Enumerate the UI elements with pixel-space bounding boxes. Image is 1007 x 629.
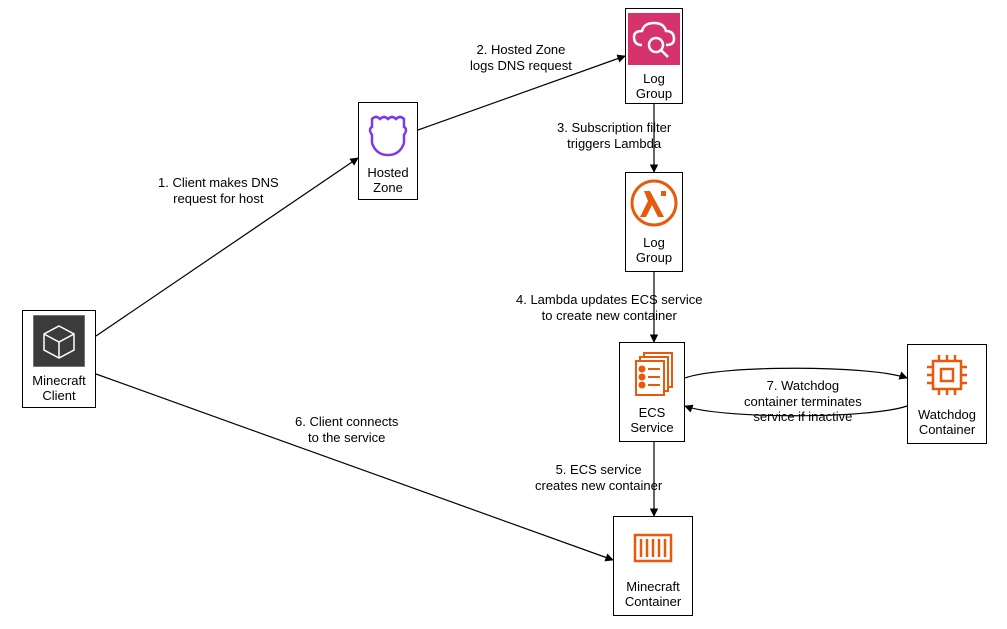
node-label: Minecraft Client	[32, 374, 85, 404]
checklist-icon	[626, 347, 678, 404]
edge-label-4: 4. Lambda updates ECS service to create …	[516, 292, 702, 323]
node-watchdog-container: Watchdog Container	[907, 344, 987, 444]
cloud-magnify-icon	[628, 13, 680, 70]
edge-label-7: 7. Watchdog container terminates service…	[744, 378, 862, 425]
edge-label-3: 3. Subscription filter triggers Lambda	[557, 120, 671, 151]
node-label: Watchdog Container	[918, 408, 976, 438]
edges-layer	[0, 0, 1007, 629]
edge-label-6: 6. Client connects to the service	[295, 414, 398, 445]
edge-label-2: 2. Hosted Zone logs DNS request	[470, 42, 572, 73]
container-icon	[627, 521, 679, 578]
lambda-icon	[628, 177, 680, 234]
edge-label-5: 5. ECS service creates new container	[535, 462, 662, 493]
node-hosted-zone: Hosted Zone	[358, 102, 418, 200]
node-ecs-service: ECS Service	[619, 342, 685, 442]
node-log-group-lambda: Log Group	[625, 172, 683, 272]
node-label: Log Group	[636, 72, 672, 102]
node-log-group-cloudwatch: Log Group	[625, 8, 683, 104]
node-label: ECS Service	[630, 406, 673, 436]
node-label: Log Group	[636, 236, 672, 266]
node-minecraft-client: Minecraft Client	[22, 310, 96, 408]
node-label: Minecraft Container	[625, 580, 681, 610]
edge-label-1: 1. Client makes DNS request for host	[158, 175, 279, 206]
chip-icon	[921, 349, 973, 406]
node-minecraft-container: Minecraft Container	[613, 516, 693, 616]
shield-icon	[362, 107, 414, 164]
cube-dark-icon	[33, 315, 85, 372]
node-label: Hosted Zone	[367, 166, 408, 196]
